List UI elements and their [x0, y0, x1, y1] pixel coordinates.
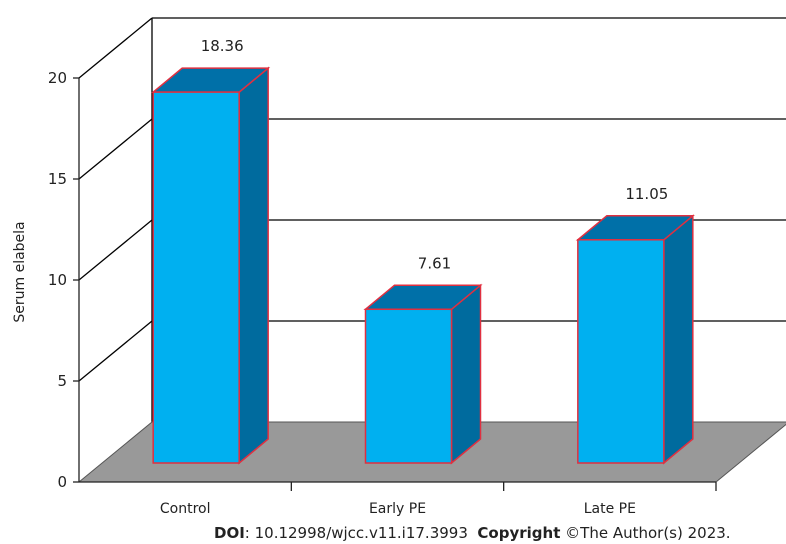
- gridline-diagonal: [78, 17, 153, 79]
- gridline-diagonal: [78, 320, 153, 382]
- copyright-label: Copyright: [477, 524, 561, 542]
- bar-early-pe: [363, 283, 483, 465]
- y-axis-title: Serum elabela: [12, 221, 28, 322]
- x-category-label: Control: [160, 501, 211, 517]
- bar-front: [152, 91, 240, 464]
- y-tick-label: 0: [57, 473, 67, 491]
- bar-control: [151, 66, 271, 465]
- data-label: 18.36: [201, 37, 244, 55]
- bars: [151, 66, 695, 465]
- y-tick-label: 15: [48, 170, 67, 188]
- y-tick-label: 5: [57, 372, 67, 390]
- x-category-label: Early PE: [369, 501, 426, 517]
- bar-late-pe: [575, 214, 695, 465]
- y-tick-label: 10: [48, 271, 67, 289]
- doi-value: : 10.12998/wjcc.v11.i17.3993: [244, 524, 468, 542]
- gridline-diagonal: [78, 219, 153, 281]
- axes: [73, 77, 717, 491]
- bar-side: [238, 66, 269, 465]
- citation-footer: DOI: 10.12998/wjcc.v11.i17.3993 Copyrigh…: [214, 524, 731, 542]
- gridline-diagonal: [78, 118, 153, 180]
- data-label: 11.05: [625, 185, 668, 203]
- doi-label: DOI: [214, 524, 245, 542]
- copyright-value: ©The Author(s) 2023.: [560, 524, 731, 542]
- bar-front: [577, 239, 665, 464]
- labels: 0 5 10 15 20 Serum elabela 18.36 Control 7.61 Ear…: [12, 37, 668, 517]
- data-label: 7.61: [418, 254, 451, 272]
- bar-front: [364, 308, 453, 464]
- x-category-label: Late PE: [584, 501, 636, 517]
- bar-side: [663, 214, 694, 465]
- bar-side: [450, 283, 482, 465]
- y-tick-label: 20: [48, 69, 67, 87]
